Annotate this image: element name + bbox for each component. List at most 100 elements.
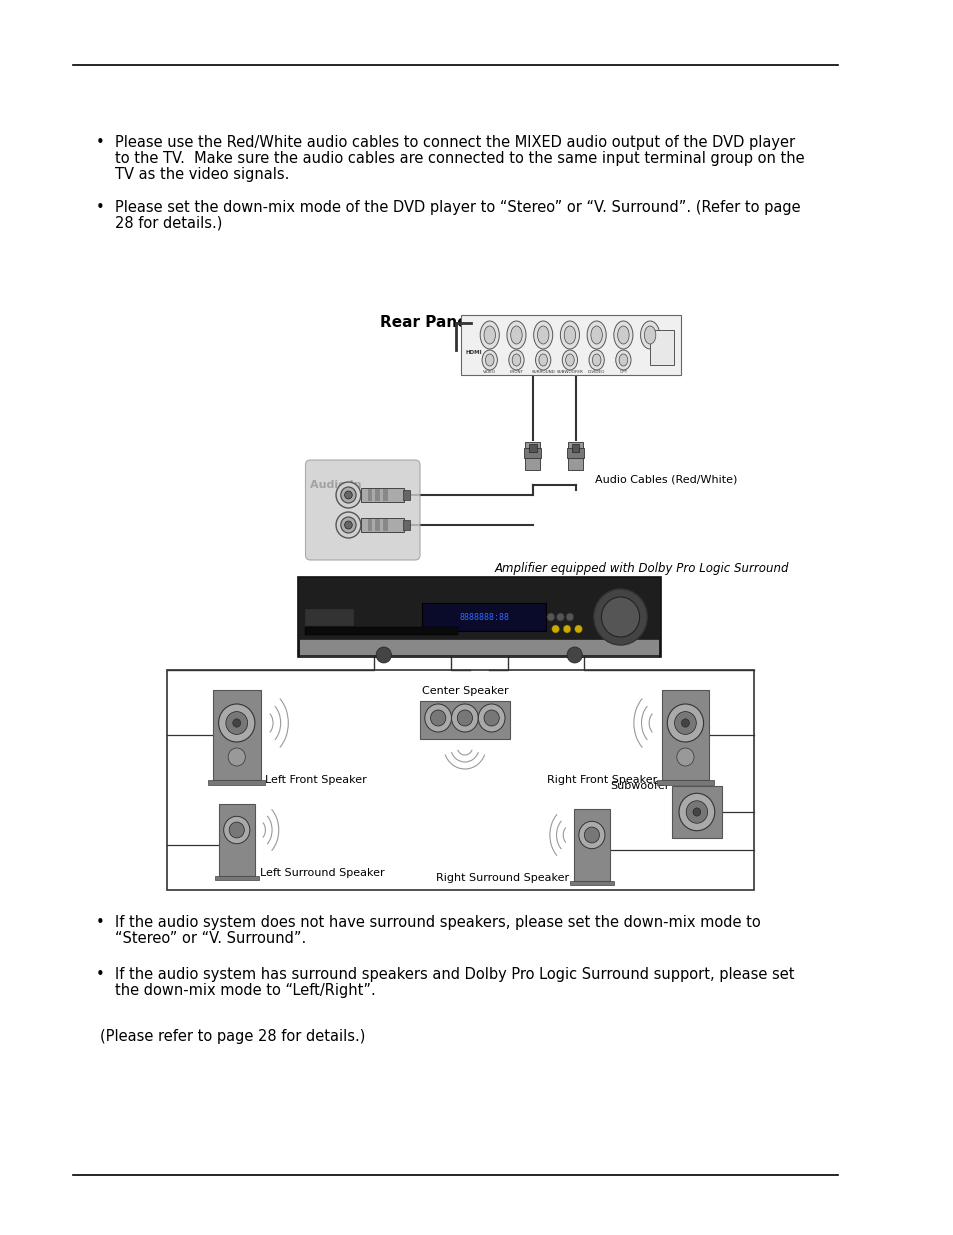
Circle shape bbox=[574, 625, 581, 634]
Text: the down-mix mode to “Left/Right”.: the down-mix mode to “Left/Right”. bbox=[114, 983, 375, 998]
Circle shape bbox=[344, 521, 352, 529]
Circle shape bbox=[335, 513, 360, 538]
FancyBboxPatch shape bbox=[367, 519, 372, 531]
Circle shape bbox=[680, 719, 689, 727]
FancyBboxPatch shape bbox=[523, 448, 540, 458]
Circle shape bbox=[340, 517, 355, 534]
FancyBboxPatch shape bbox=[569, 881, 613, 885]
Ellipse shape bbox=[617, 326, 628, 345]
FancyBboxPatch shape bbox=[649, 330, 673, 366]
Circle shape bbox=[233, 719, 240, 727]
Ellipse shape bbox=[643, 326, 655, 345]
FancyBboxPatch shape bbox=[660, 690, 708, 781]
FancyBboxPatch shape bbox=[305, 627, 457, 635]
Text: •: • bbox=[95, 915, 104, 930]
Text: Please set the down-mix mode of the DVD player to “Stereo” or “V. Surround”. (Re: Please set the down-mix mode of the DVD … bbox=[114, 200, 800, 215]
Circle shape bbox=[692, 808, 700, 816]
Circle shape bbox=[676, 748, 693, 766]
Circle shape bbox=[562, 625, 570, 634]
FancyBboxPatch shape bbox=[524, 442, 539, 471]
FancyBboxPatch shape bbox=[528, 445, 536, 452]
Circle shape bbox=[551, 625, 558, 634]
Text: VIDEO: VIDEO bbox=[483, 370, 496, 374]
Text: OPT: OPT bbox=[618, 370, 627, 374]
Circle shape bbox=[566, 647, 581, 663]
Ellipse shape bbox=[559, 321, 578, 350]
FancyBboxPatch shape bbox=[382, 519, 387, 531]
Text: “Stereo” or “V. Surround”.: “Stereo” or “V. Surround”. bbox=[114, 931, 306, 946]
FancyBboxPatch shape bbox=[566, 448, 583, 458]
FancyBboxPatch shape bbox=[367, 489, 372, 501]
Circle shape bbox=[600, 597, 639, 637]
FancyBboxPatch shape bbox=[360, 517, 403, 532]
Ellipse shape bbox=[565, 354, 574, 366]
Text: Right Surround Speaker: Right Surround Speaker bbox=[436, 873, 568, 883]
Ellipse shape bbox=[512, 354, 520, 366]
Circle shape bbox=[218, 704, 254, 742]
Ellipse shape bbox=[506, 321, 525, 350]
FancyBboxPatch shape bbox=[375, 489, 379, 501]
Text: Audio In: Audio In bbox=[310, 480, 361, 490]
FancyBboxPatch shape bbox=[218, 804, 254, 876]
Circle shape bbox=[583, 827, 598, 844]
Circle shape bbox=[456, 710, 472, 726]
FancyBboxPatch shape bbox=[402, 490, 410, 500]
Circle shape bbox=[477, 704, 504, 732]
Ellipse shape bbox=[510, 326, 521, 345]
Circle shape bbox=[424, 704, 451, 732]
FancyBboxPatch shape bbox=[460, 315, 679, 375]
FancyBboxPatch shape bbox=[402, 520, 410, 530]
Ellipse shape bbox=[538, 354, 547, 366]
FancyBboxPatch shape bbox=[208, 781, 265, 785]
Text: TV as the video signals.: TV as the video signals. bbox=[114, 167, 289, 182]
Ellipse shape bbox=[483, 326, 495, 345]
FancyBboxPatch shape bbox=[375, 519, 379, 531]
Ellipse shape bbox=[508, 350, 523, 370]
Circle shape bbox=[430, 710, 445, 726]
Ellipse shape bbox=[613, 321, 632, 350]
Text: SURROUND: SURROUND bbox=[531, 370, 555, 374]
Ellipse shape bbox=[537, 326, 548, 345]
Circle shape bbox=[226, 711, 248, 735]
Text: If the audio system does not have surround speakers, please set the down-mix mod: If the audio system does not have surrou… bbox=[114, 915, 760, 930]
Text: FRONT: FRONT bbox=[509, 370, 523, 374]
Circle shape bbox=[375, 647, 391, 663]
Circle shape bbox=[565, 613, 573, 621]
FancyBboxPatch shape bbox=[305, 609, 353, 625]
FancyBboxPatch shape bbox=[421, 603, 545, 631]
Text: Rear Panel: Rear Panel bbox=[379, 315, 472, 330]
Text: •: • bbox=[95, 200, 104, 215]
FancyBboxPatch shape bbox=[419, 701, 510, 739]
Text: to the TV.  Make sure the audio cables are connected to the same input terminal : to the TV. Make sure the audio cables ar… bbox=[114, 151, 803, 165]
Text: Center Speaker: Center Speaker bbox=[421, 685, 508, 697]
Ellipse shape bbox=[485, 354, 494, 366]
Ellipse shape bbox=[618, 354, 627, 366]
Ellipse shape bbox=[590, 326, 601, 345]
Ellipse shape bbox=[639, 321, 659, 350]
Circle shape bbox=[229, 823, 244, 837]
Text: Left Front Speaker: Left Front Speaker bbox=[265, 776, 367, 785]
FancyBboxPatch shape bbox=[299, 638, 658, 657]
Circle shape bbox=[340, 487, 355, 503]
Ellipse shape bbox=[592, 354, 600, 366]
FancyBboxPatch shape bbox=[299, 640, 658, 655]
Text: Left Surround Speaker: Left Surround Speaker bbox=[259, 868, 384, 878]
Ellipse shape bbox=[481, 350, 497, 370]
Text: Please use the Red/White audio cables to connect the MIXED audio output of the D: Please use the Red/White audio cables to… bbox=[114, 135, 794, 149]
FancyBboxPatch shape bbox=[213, 690, 260, 781]
Ellipse shape bbox=[479, 321, 498, 350]
Ellipse shape bbox=[535, 350, 550, 370]
FancyBboxPatch shape bbox=[214, 876, 258, 881]
FancyBboxPatch shape bbox=[305, 459, 419, 559]
Text: Subwoofer: Subwoofer bbox=[609, 781, 668, 790]
Circle shape bbox=[685, 800, 707, 824]
Ellipse shape bbox=[563, 326, 575, 345]
Ellipse shape bbox=[588, 350, 603, 370]
FancyBboxPatch shape bbox=[567, 442, 582, 471]
FancyBboxPatch shape bbox=[382, 489, 387, 501]
Circle shape bbox=[674, 711, 696, 735]
Text: Amplifier equipped with Dolby Pro Logic Surround: Amplifier equipped with Dolby Pro Logic … bbox=[494, 562, 788, 576]
Circle shape bbox=[546, 613, 554, 621]
Text: HDMI: HDMI bbox=[465, 351, 482, 356]
Text: SUBWOOFER: SUBWOOFER bbox=[556, 370, 582, 374]
